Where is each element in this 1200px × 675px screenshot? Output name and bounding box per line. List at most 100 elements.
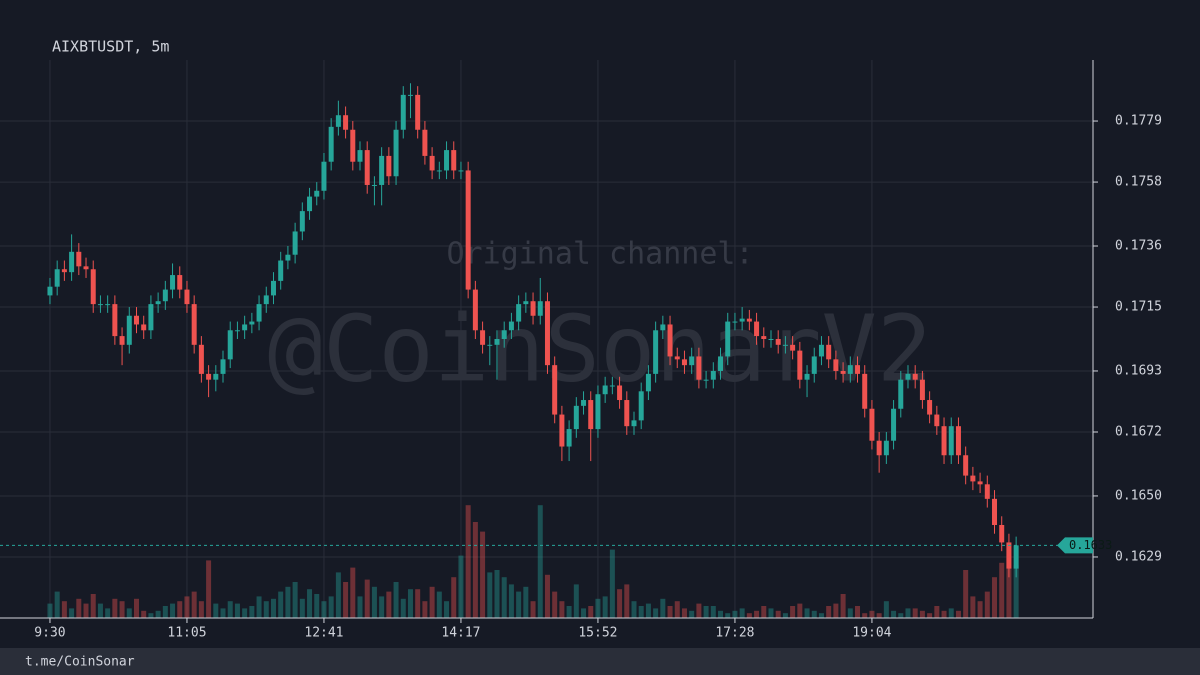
volume-bar bbox=[90, 594, 96, 618]
volume-bar bbox=[480, 531, 486, 618]
candle-body bbox=[155, 301, 161, 305]
volume-bar bbox=[718, 610, 724, 618]
candle-body bbox=[847, 365, 853, 374]
watermark-handle: @CoinSonarV2 bbox=[268, 295, 933, 402]
candle-body bbox=[732, 321, 738, 323]
candle-body bbox=[299, 211, 305, 232]
candle-body bbox=[523, 301, 529, 305]
volume-bar bbox=[948, 608, 954, 618]
candle-body bbox=[898, 379, 904, 409]
candle-body bbox=[725, 321, 731, 357]
volume-bar bbox=[213, 603, 219, 618]
candle-body bbox=[198, 344, 204, 374]
candle-body bbox=[559, 414, 565, 447]
volume-bar bbox=[573, 584, 579, 618]
y-tick-label: 0.1629 bbox=[1115, 549, 1162, 564]
volume-bar bbox=[689, 610, 695, 618]
candle-body bbox=[364, 150, 370, 185]
candle-body bbox=[206, 373, 212, 380]
volume-bar bbox=[581, 608, 587, 618]
volume-bar bbox=[54, 591, 60, 618]
candle-body bbox=[227, 330, 233, 360]
volume-bar bbox=[544, 574, 550, 618]
candle-body bbox=[191, 304, 197, 345]
candle-body bbox=[826, 344, 832, 360]
candle-body bbox=[105, 304, 111, 306]
candle-body bbox=[710, 370, 716, 380]
candle-body bbox=[754, 321, 760, 337]
volume-bar bbox=[775, 610, 781, 618]
volume-bar bbox=[934, 606, 940, 618]
volume-bar bbox=[840, 594, 846, 618]
volume-bar bbox=[364, 579, 370, 618]
x-tick-label: 9:30 bbox=[34, 626, 65, 641]
candle-body bbox=[667, 324, 673, 357]
candle-body bbox=[746, 318, 752, 322]
candle-body bbox=[371, 184, 377, 186]
candle-body bbox=[818, 344, 824, 357]
volume-bar bbox=[429, 586, 435, 618]
volume-bar bbox=[415, 589, 421, 618]
candle-body bbox=[170, 275, 176, 290]
volume-bar bbox=[141, 610, 147, 618]
volume-bar bbox=[905, 608, 911, 618]
candle-body bbox=[90, 269, 96, 305]
candle-body bbox=[415, 94, 421, 130]
footer-text: t.me/CoinSonar bbox=[25, 655, 135, 670]
volume-bar bbox=[566, 606, 572, 618]
volume-bar bbox=[653, 608, 659, 618]
candle-body bbox=[660, 324, 666, 331]
volume-bar bbox=[155, 610, 161, 618]
volume-bar bbox=[501, 577, 507, 618]
volume-bar bbox=[249, 606, 255, 618]
volume-bar bbox=[444, 601, 450, 618]
volume-bar bbox=[285, 586, 291, 618]
candle-body bbox=[256, 304, 262, 322]
candle-body bbox=[444, 150, 450, 171]
candle-body bbox=[674, 356, 680, 360]
volume-bar bbox=[754, 610, 760, 618]
candle-body bbox=[133, 315, 139, 325]
volume-bar bbox=[703, 606, 709, 618]
candle-body bbox=[314, 190, 320, 197]
volume-bar bbox=[47, 603, 53, 618]
volume-bar bbox=[494, 570, 500, 618]
volume-bar bbox=[162, 606, 168, 618]
candle-body bbox=[905, 373, 911, 380]
candle-body bbox=[530, 301, 536, 316]
chart-title: AIXBTUSDT, 5m bbox=[52, 38, 169, 56]
volume-bar bbox=[876, 613, 882, 618]
candle-body bbox=[631, 420, 637, 427]
candle-body bbox=[263, 295, 269, 305]
volume-bar bbox=[184, 596, 190, 618]
volume-bar bbox=[984, 591, 990, 618]
x-tick-label: 19:04 bbox=[852, 626, 891, 641]
volume-bar bbox=[307, 589, 313, 618]
volume-bar bbox=[898, 613, 904, 618]
candle-body bbox=[234, 330, 240, 332]
volume-bar bbox=[458, 555, 464, 618]
volume-bar bbox=[422, 601, 428, 618]
candle-body bbox=[47, 286, 53, 296]
volume-bar bbox=[335, 572, 341, 618]
volume-bar bbox=[999, 562, 1005, 618]
volume-bar bbox=[516, 591, 522, 618]
volume-bar bbox=[804, 608, 810, 618]
candle-body bbox=[97, 304, 103, 306]
volume-bar bbox=[732, 610, 738, 618]
candle-body bbox=[516, 304, 522, 322]
volume-bar bbox=[883, 601, 889, 618]
volume-bar bbox=[177, 601, 183, 618]
candle-body bbox=[638, 391, 644, 421]
volume-bar bbox=[660, 598, 666, 618]
x-tick-label: 15:52 bbox=[578, 626, 617, 641]
volume-bar bbox=[912, 608, 918, 618]
candle-body bbox=[595, 394, 601, 430]
volume-bar bbox=[645, 603, 651, 618]
watermark-line: Original channel: bbox=[446, 237, 753, 272]
volume-bar bbox=[696, 603, 702, 618]
volume-bar bbox=[970, 596, 976, 618]
volume-bar bbox=[862, 613, 868, 618]
candle-body bbox=[177, 275, 183, 290]
